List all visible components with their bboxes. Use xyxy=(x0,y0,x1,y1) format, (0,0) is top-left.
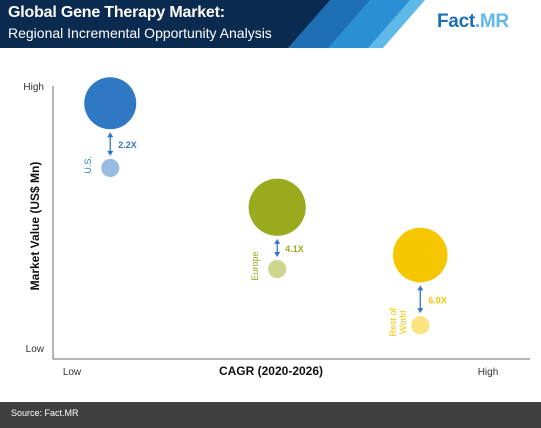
x-tick-low: Low xyxy=(63,367,82,378)
y-tick-high: High xyxy=(23,82,44,93)
source-note: Source: Fact.MR xyxy=(11,408,79,418)
multiplier-label-europe: 4.1X xyxy=(285,244,304,254)
region-label-u-s: U.S. xyxy=(83,156,93,174)
multiplier-label-rest-of-world: 6.0X xyxy=(428,295,447,305)
header-banner: Global Gene Therapy Market: Regional Inc… xyxy=(0,0,541,48)
logo-fact-text: Fact xyxy=(437,11,475,32)
page-title: Global Gene Therapy Market: xyxy=(8,4,225,21)
x-tick-high: High xyxy=(478,367,499,378)
growth-arrow-head-up-europe xyxy=(274,238,281,244)
bubble-current-rest-of-world xyxy=(411,316,430,335)
growth-arrow-head-up-u-s xyxy=(107,132,114,138)
y-axis-label: Market Value (US$ Mn) xyxy=(28,162,42,291)
bubble-current-europe xyxy=(268,259,287,279)
region-label-europe: Europe xyxy=(250,252,260,281)
y-tick-low: Low xyxy=(26,344,45,355)
bubble-future-rest-of-world xyxy=(392,227,448,283)
header-background xyxy=(0,0,541,48)
factmr-logo: Fact.MR xyxy=(437,11,509,33)
region-label-rest-of-world: Rest ofWorld xyxy=(388,308,408,337)
bubble-chart: High Low Low High CAGR (2020-2026) Marke… xyxy=(23,77,530,378)
header-logo-panel xyxy=(383,0,541,48)
growth-arrow-head-down-u-s xyxy=(107,150,114,156)
growth-arrow-head-up-rest-of-world xyxy=(417,285,424,291)
chart-marks: 2.2X U.S. 4.1X Europe 6.0X Rest ofWorld xyxy=(83,77,448,337)
logo-mr-text: .MR xyxy=(474,11,509,32)
growth-arrow-head-down-rest-of-world xyxy=(417,308,424,314)
multiplier-label-u-s: 2.2X xyxy=(118,140,137,150)
x-axis-label: CAGR (2020-2026) xyxy=(219,364,323,378)
bubble-future-europe xyxy=(248,178,306,236)
header-stripe-blue xyxy=(288,0,380,48)
growth-arrow-head-down-europe xyxy=(274,251,281,257)
bubble-future-u-s xyxy=(84,77,137,130)
footer-bar: Source: Fact.MR xyxy=(0,402,541,428)
page-subtitle: Regional Incremental Opportunity Analysi… xyxy=(8,25,272,41)
bubble-current-u-s xyxy=(101,158,120,178)
